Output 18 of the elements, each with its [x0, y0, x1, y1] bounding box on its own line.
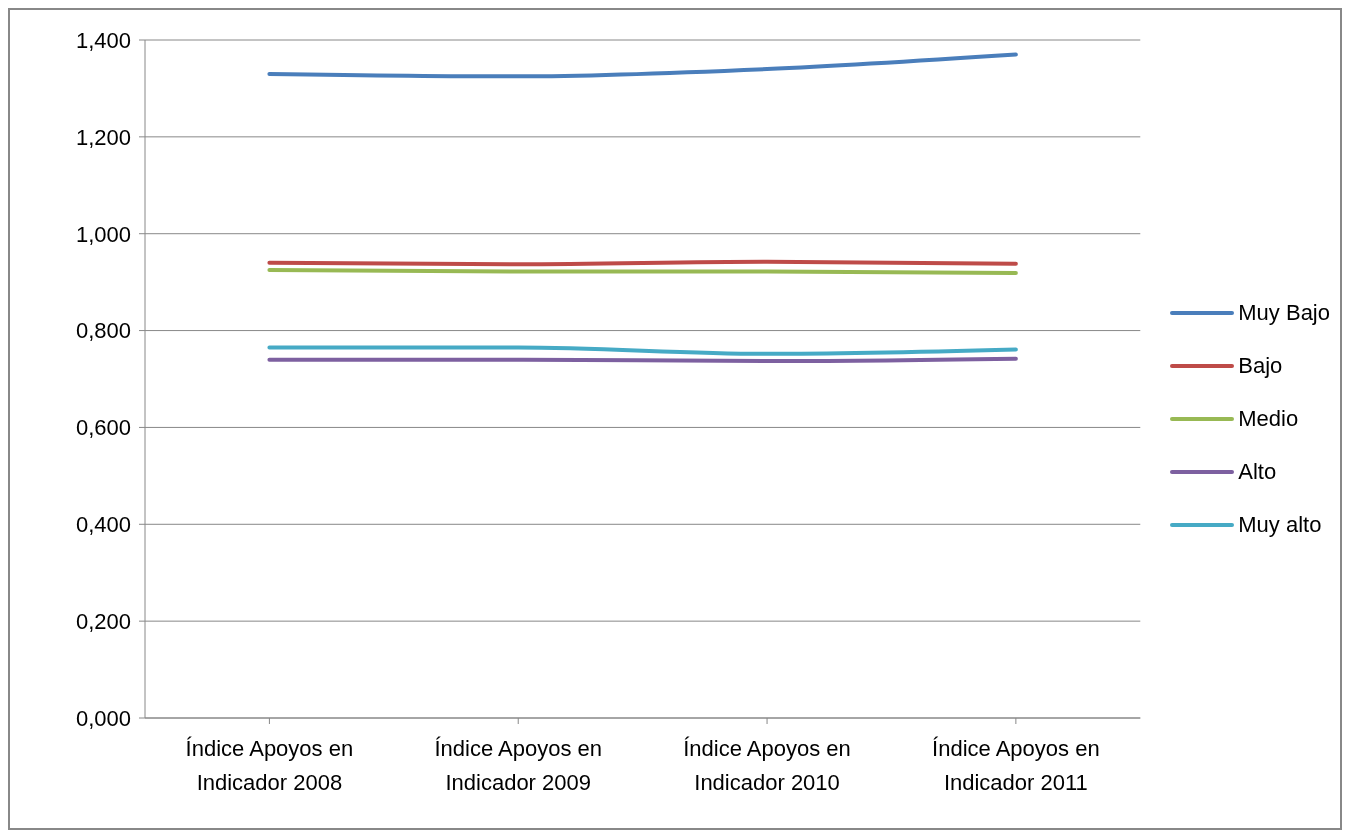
y-tick-label: 0,200: [75, 608, 131, 634]
x-tick-label: Índice Apoyos en Indicador 2008: [185, 736, 354, 795]
legend-label: Medio: [1238, 406, 1299, 432]
y-tick-label: 0,600: [75, 415, 131, 441]
y-tick-label: 1,400: [75, 27, 131, 53]
x-tick-label: Índice Apoyos en Indicador 2011: [932, 736, 1100, 795]
y-tick-label: 0,000: [75, 705, 131, 731]
y-tick-label: 0,400: [75, 512, 131, 538]
legend-label: Bajo: [1238, 353, 1283, 379]
line-series: [267, 52, 1018, 79]
x-tick-label: Índice Apoyos en Indicador 2010: [683, 736, 851, 795]
legend-label: Muy Bajo: [1238, 300, 1330, 326]
y-tick-label: 0,800: [75, 318, 131, 344]
legend-label: Alto: [1238, 459, 1277, 485]
y-tick-label: 1,200: [75, 124, 131, 150]
x-tick-label: Índice Apoyos en Indicador 2009: [434, 736, 603, 795]
legend-label: Muy alto: [1238, 512, 1322, 538]
y-tick-label: 1,000: [75, 221, 131, 247]
